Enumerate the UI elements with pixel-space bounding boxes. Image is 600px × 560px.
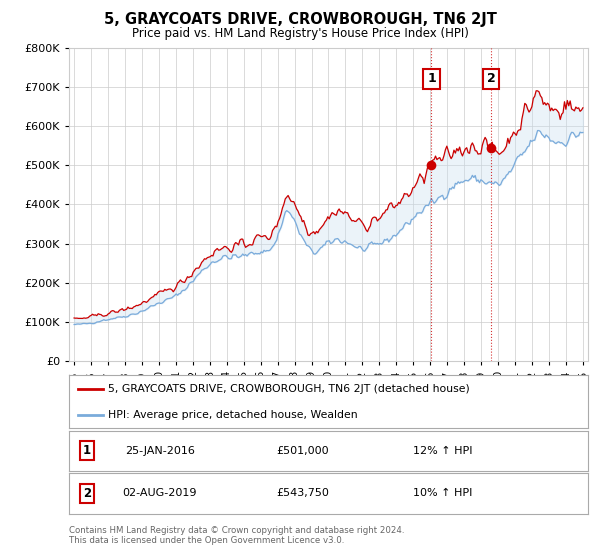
Text: 1: 1 xyxy=(83,444,91,458)
Text: 02-AUG-2019: 02-AUG-2019 xyxy=(122,488,197,498)
Text: £501,000: £501,000 xyxy=(276,446,329,456)
Text: 2: 2 xyxy=(487,72,496,86)
Text: 12% ↑ HPI: 12% ↑ HPI xyxy=(413,446,472,456)
Text: HPI: Average price, detached house, Wealden: HPI: Average price, detached house, Weal… xyxy=(108,410,358,420)
Text: 2: 2 xyxy=(83,487,91,500)
Text: £543,750: £543,750 xyxy=(276,488,329,498)
Text: 5, GRAYCOATS DRIVE, CROWBOROUGH, TN6 2JT (detached house): 5, GRAYCOATS DRIVE, CROWBOROUGH, TN6 2JT… xyxy=(108,384,470,394)
Text: 25-JAN-2016: 25-JAN-2016 xyxy=(125,446,195,456)
Text: Contains HM Land Registry data © Crown copyright and database right 2024.
This d: Contains HM Land Registry data © Crown c… xyxy=(69,526,404,545)
Text: 10% ↑ HPI: 10% ↑ HPI xyxy=(413,488,472,498)
Text: 5, GRAYCOATS DRIVE, CROWBOROUGH, TN6 2JT: 5, GRAYCOATS DRIVE, CROWBOROUGH, TN6 2JT xyxy=(104,12,496,27)
Text: Price paid vs. HM Land Registry's House Price Index (HPI): Price paid vs. HM Land Registry's House … xyxy=(131,27,469,40)
Text: 1: 1 xyxy=(427,72,436,86)
